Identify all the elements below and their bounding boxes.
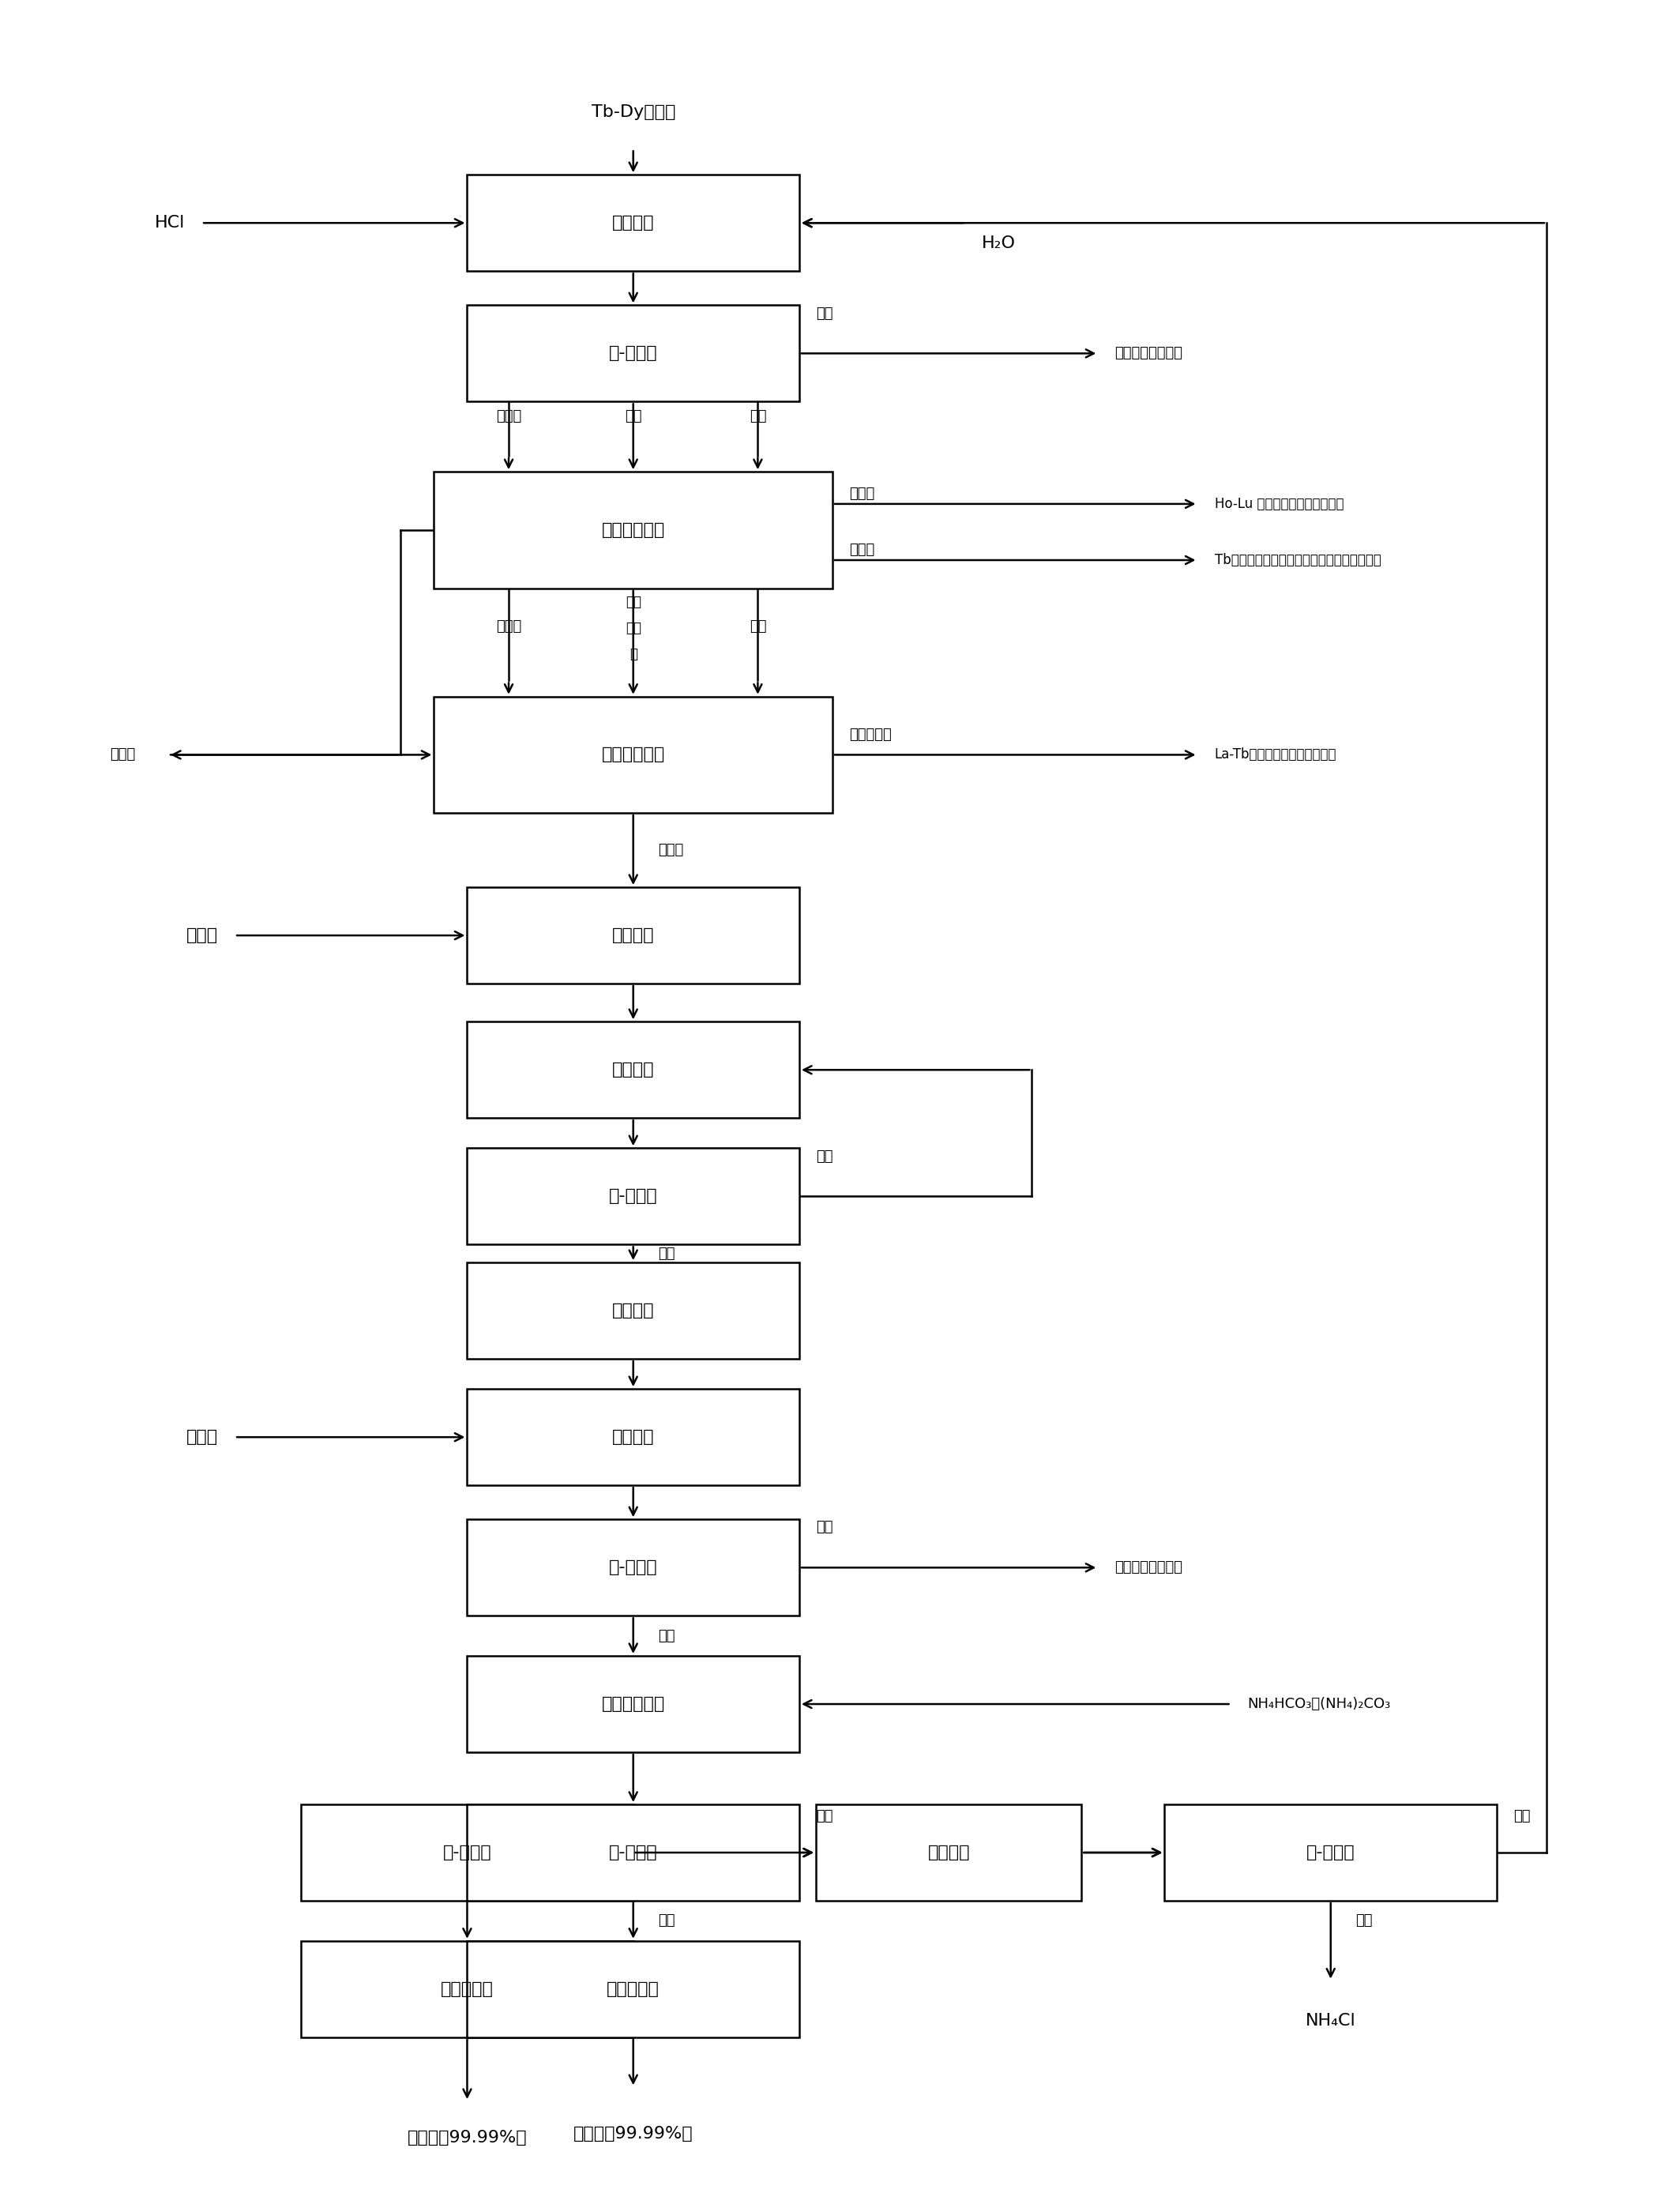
Text: 干燥、灸烧: 干燥、灸烧	[606, 1982, 659, 1997]
Text: 氧化镁（99.99%）: 氧化镁（99.99%）	[408, 2130, 528, 2146]
Text: 萨取液: 萨取液	[496, 409, 521, 425]
Text: 液相: 液相	[816, 1148, 832, 1164]
Text: 氧化镁（99.99%）: 氧化镁（99.99%）	[573, 2126, 693, 2141]
Text: 萨取相: 萨取相	[849, 487, 874, 500]
Text: 洗液: 洗液	[749, 409, 766, 425]
Text: Tb-Dy富集物: Tb-Dy富集物	[591, 104, 676, 119]
Text: 固-液分离: 固-液分离	[1307, 1845, 1355, 1860]
Text: 萨取液: 萨取液	[496, 619, 521, 633]
Bar	[468, 1148, 799, 1245]
Bar	[468, 175, 799, 272]
Text: 液相: 液相	[816, 1809, 832, 1823]
Text: 除杂剂: 除杂剂	[186, 927, 218, 942]
Text: 蜁发浓缩: 蜁发浓缩	[927, 1845, 971, 1860]
Text: 固相: 固相	[1355, 1913, 1372, 1929]
Text: Ho-Lu 富集液，进一步回收利用: Ho-Lu 富集液，进一步回收利用	[1214, 498, 1344, 511]
Text: 洗液: 洗液	[749, 619, 766, 633]
Bar	[435, 471, 832, 588]
Bar	[468, 1805, 799, 1900]
Bar	[301, 1805, 633, 1900]
Text: 去进一步回收利用: 去进一步回收利用	[1116, 347, 1182, 361]
Bar	[468, 1657, 799, 1752]
Text: 超声结晶沉淠: 超声结晶沉淠	[601, 1697, 664, 1712]
Text: 盐酸溶解: 盐酸溶解	[613, 1303, 654, 1318]
Bar	[468, 1022, 799, 1117]
Text: 固相: 固相	[658, 1245, 674, 1261]
Text: 固-液分离: 固-液分离	[443, 1845, 491, 1860]
Text: 液相: 液相	[1513, 1809, 1530, 1823]
Bar	[1164, 1805, 1497, 1900]
Text: 萨余液: 萨余液	[849, 542, 874, 557]
Bar	[468, 1520, 799, 1615]
Text: 混合配料: 混合配料	[613, 215, 654, 230]
Bar	[468, 887, 799, 984]
Text: 固相: 固相	[816, 1520, 832, 1535]
Bar	[468, 1940, 799, 2037]
Text: 萨取相: 萨取相	[110, 748, 135, 761]
Text: 中间: 中间	[626, 595, 641, 608]
Text: 固-液分离: 固-液分离	[609, 1559, 658, 1575]
Text: HCl: HCl	[155, 215, 185, 230]
Text: 固-液分离: 固-液分离	[609, 345, 658, 361]
Bar	[301, 1940, 633, 2037]
Bar	[816, 1805, 1082, 1900]
Bar	[435, 697, 832, 814]
Text: 除杂剂: 除杂剂	[186, 1429, 218, 1444]
Text: 超声分馏萨取: 超声分馏萨取	[601, 748, 664, 763]
Text: NH₄Cl: NH₄Cl	[1305, 2013, 1355, 2028]
Text: 中和沉淠: 中和沉淠	[613, 1062, 654, 1077]
Text: 液: 液	[629, 648, 638, 661]
Bar	[468, 1389, 799, 1484]
Text: 固相: 固相	[658, 1913, 674, 1929]
Text: 去进一步回收利用: 去进一步回收利用	[1116, 1559, 1182, 1575]
Bar	[468, 1263, 799, 1358]
Bar	[468, 305, 799, 403]
Text: 中间出口液: 中间出口液	[849, 728, 891, 741]
Text: 固相: 固相	[816, 305, 832, 321]
Text: 萨余液: 萨余液	[658, 843, 684, 858]
Text: 液相: 液相	[658, 1628, 674, 1644]
Text: 固-液分离: 固-液分离	[609, 1188, 658, 1203]
Text: 超声分馏萨取: 超声分馏萨取	[601, 522, 664, 538]
Text: H₂O: H₂O	[982, 234, 1016, 250]
Text: 干燥、灸烧: 干燥、灸烧	[441, 1982, 493, 1997]
Text: 出口: 出口	[626, 622, 641, 635]
Text: La-Tb富集液，进一步回收利用: La-Tb富集液，进一步回收利用	[1214, 748, 1337, 761]
Text: 液相: 液相	[624, 409, 641, 425]
Text: NH₄HCO₃或(NH₄)₂CO₃: NH₄HCO₃或(NH₄)₂CO₃	[1247, 1697, 1390, 1712]
Text: 除杂分离: 除杂分离	[613, 1429, 654, 1444]
Text: 除杂分离: 除杂分离	[613, 927, 654, 942]
Text: 固-液分离: 固-液分离	[609, 1845, 658, 1860]
Text: Tb等中重稀土氧化物富集液，进一步回收利用: Tb等中重稀土氧化物富集液，进一步回收利用	[1214, 553, 1380, 566]
